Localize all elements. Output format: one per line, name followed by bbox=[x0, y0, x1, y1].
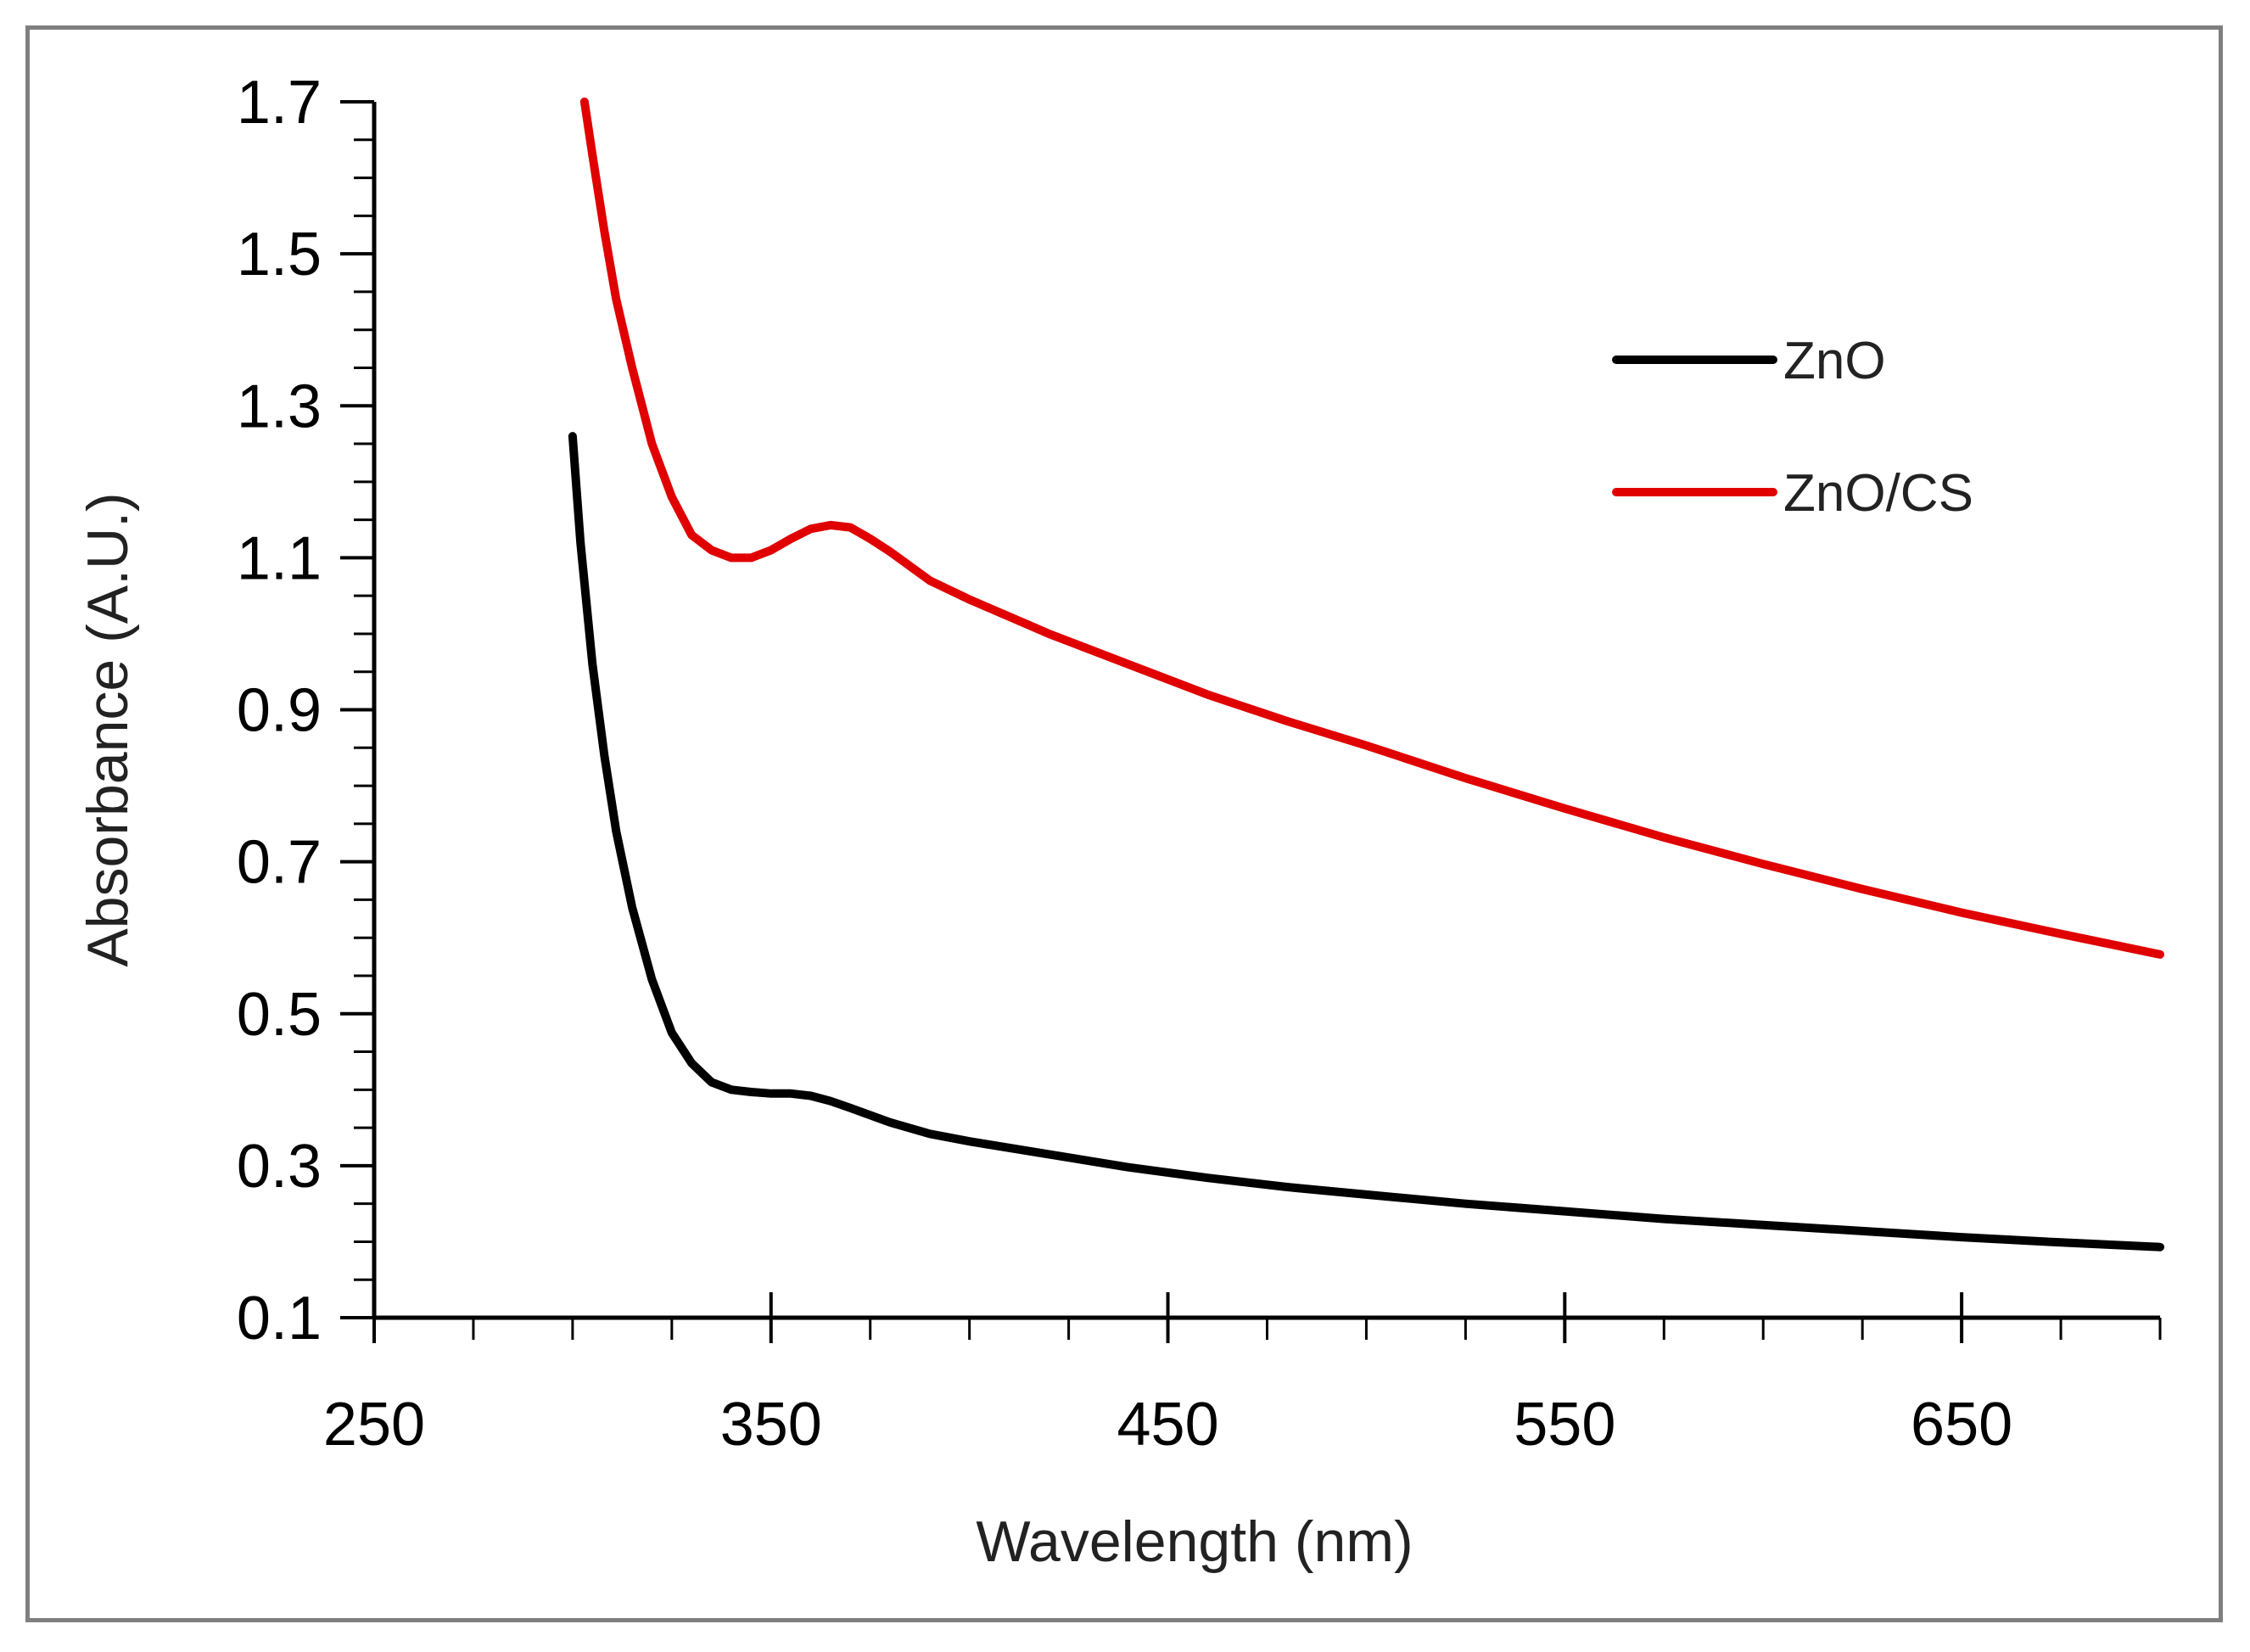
x-tick-label: 650 bbox=[1911, 1391, 2012, 1459]
x-axis-title: Wavelength (nm) bbox=[976, 1509, 1413, 1574]
series-lines bbox=[568, 98, 2164, 1252]
x-tick-label: 250 bbox=[323, 1391, 425, 1459]
series-line-zno bbox=[568, 432, 2164, 1252]
x-tick-label: 450 bbox=[1117, 1391, 1218, 1459]
legend-label-zno-cs: ZnO/CS bbox=[1783, 464, 1973, 523]
ticks bbox=[340, 100, 2162, 1343]
y-tick-label: 1.5 bbox=[237, 221, 322, 288]
y-tick-label: 1.7 bbox=[237, 69, 322, 137]
y-tick-label: 0.3 bbox=[237, 1133, 322, 1201]
y-tick-label: 0.9 bbox=[237, 677, 322, 745]
y-tick-label: 1.1 bbox=[237, 524, 322, 592]
series-line-zno-cs bbox=[579, 98, 2164, 959]
tick-labels: 0.1 0.3 0.5 0.7 0.9 1.1 1.3 1.5 1.7 250 350 450 550 6… bbox=[237, 69, 2012, 1459]
y-tick-label: 0.5 bbox=[237, 981, 322, 1049]
legend: ZnO ZnO/CS bbox=[1612, 332, 1973, 523]
y-tick-label: 0.1 bbox=[237, 1285, 322, 1352]
y-axis-title: Absorbance (A.U.) bbox=[76, 492, 140, 966]
axes bbox=[372, 102, 2160, 1320]
y-tick-label: 1.3 bbox=[237, 372, 322, 440]
x-tick-label: 350 bbox=[720, 1391, 822, 1459]
legend-label-zno: ZnO bbox=[1783, 332, 1886, 390]
chart-frame bbox=[25, 25, 2223, 1622]
y-tick-label: 0.7 bbox=[237, 829, 322, 897]
x-tick-label: 550 bbox=[1514, 1391, 1615, 1459]
